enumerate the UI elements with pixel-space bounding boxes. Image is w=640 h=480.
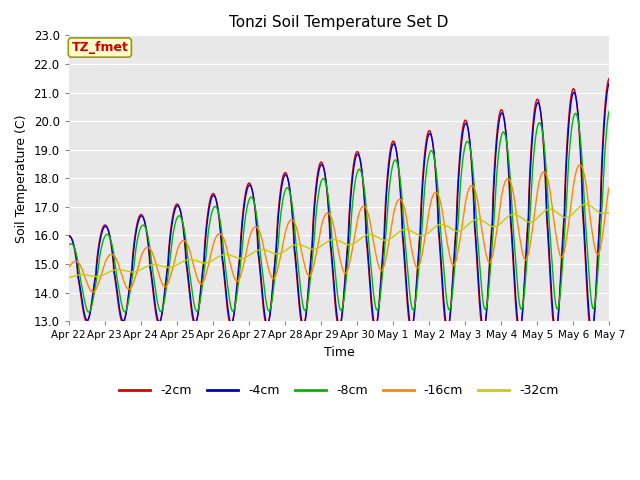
-2cm [246, 180, 253, 186]
-16cm [172, 251, 180, 257]
-8cm [65, 242, 72, 248]
-16cm [89, 289, 97, 295]
-2cm [65, 233, 72, 239]
-32cm [246, 252, 253, 258]
-2cm [423, 134, 431, 140]
-8cm [541, 157, 549, 163]
-2cm [541, 174, 549, 180]
-16cm [246, 234, 253, 240]
Legend: -2cm, -4cm, -8cm, -16cm, -32cm: -2cm, -4cm, -8cm, -16cm, -32cm [114, 379, 564, 402]
-16cm [65, 264, 72, 270]
-32cm [541, 208, 549, 214]
-32cm [423, 231, 431, 237]
-4cm [65, 234, 72, 240]
-32cm [605, 210, 613, 216]
-4cm [172, 204, 180, 210]
Line: -2cm: -2cm [68, 78, 609, 335]
-8cm [172, 217, 180, 223]
-8cm [84, 309, 92, 315]
-4cm [493, 132, 501, 138]
Line: -16cm: -16cm [68, 165, 609, 292]
-2cm [185, 286, 193, 291]
-8cm [494, 159, 502, 165]
-4cm [185, 280, 193, 286]
Line: -4cm: -4cm [68, 83, 609, 331]
-2cm [493, 125, 501, 131]
-4cm [588, 328, 596, 334]
-16cm [494, 221, 502, 227]
-4cm [541, 165, 549, 171]
-4cm [423, 140, 431, 145]
-4cm [246, 182, 253, 188]
Title: Tonzi Soil Temperature Set D: Tonzi Soil Temperature Set D [229, 15, 449, 30]
-32cm [582, 201, 589, 207]
Text: TZ_fmet: TZ_fmet [72, 41, 128, 54]
-32cm [172, 263, 180, 268]
-16cm [541, 170, 549, 176]
-32cm [493, 223, 501, 228]
-2cm [605, 75, 613, 81]
-8cm [186, 268, 193, 274]
-2cm [588, 332, 595, 338]
-16cm [423, 220, 431, 226]
-8cm [605, 108, 613, 114]
-16cm [576, 162, 584, 168]
Line: -32cm: -32cm [68, 204, 609, 277]
-32cm [65, 275, 72, 280]
-4cm [605, 80, 613, 85]
-16cm [605, 184, 613, 190]
X-axis label: Time: Time [324, 346, 355, 359]
Y-axis label: Soil Temperature (C): Soil Temperature (C) [15, 114, 28, 242]
-2cm [172, 202, 180, 208]
-8cm [423, 162, 431, 168]
Line: -8cm: -8cm [68, 111, 609, 312]
-16cm [186, 246, 193, 252]
-8cm [246, 195, 253, 201]
-32cm [185, 257, 193, 263]
